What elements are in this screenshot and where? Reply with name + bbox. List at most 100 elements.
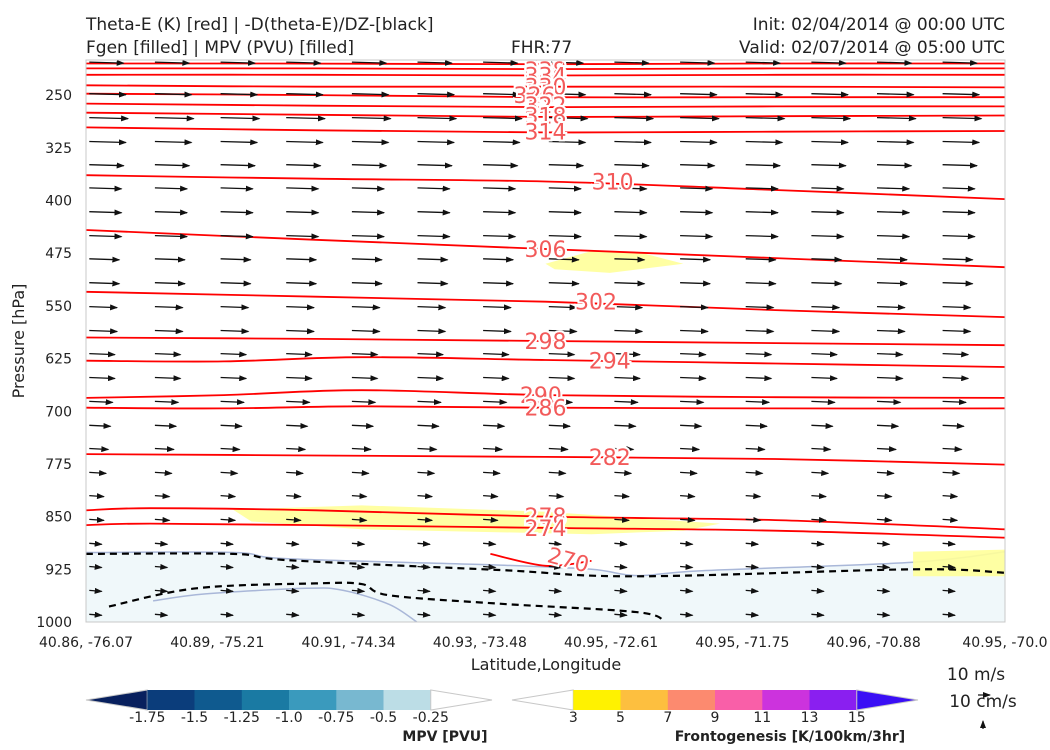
- fgen-colorbar-tick-label: 11: [753, 710, 771, 726]
- wind-vector: [745, 280, 777, 287]
- wind-vector: [154, 493, 171, 500]
- wind-vector: [811, 280, 843, 287]
- wind-vector: [89, 328, 119, 335]
- wind-vector: [417, 233, 451, 240]
- wind-vector: [614, 351, 641, 358]
- wind-vector: [942, 304, 972, 311]
- x-tick-label: 40.91, -74.34: [302, 635, 396, 651]
- y-tick-label: 925: [45, 562, 72, 578]
- wind-vector: [483, 493, 499, 500]
- wind-vector: [745, 256, 777, 263]
- y-tick-label: 400: [45, 194, 72, 210]
- wind-vector: [745, 422, 768, 429]
- wind-vector: [942, 139, 981, 146]
- wind-vector: [351, 304, 381, 311]
- y-tick-label: 325: [45, 141, 72, 157]
- wind-vector: [286, 328, 315, 335]
- mpv-colorbar-tick-label: -1.25: [224, 710, 260, 726]
- wind-vector: [811, 493, 827, 500]
- wind-vector: [154, 328, 184, 335]
- wind-vector: [811, 304, 841, 311]
- wind-vector: [220, 209, 254, 216]
- wind-vector: [417, 375, 445, 382]
- wind-vector: [89, 351, 116, 358]
- wind-vector: [876, 493, 893, 500]
- wind-vector: [154, 399, 180, 406]
- mpv-colorbar-swatch: [430, 689, 493, 711]
- wind-vector: [680, 611, 694, 618]
- fgen-region: [913, 549, 1005, 577]
- wind-vector: [286, 256, 318, 263]
- wind-vector: [680, 304, 709, 311]
- wind-vector: [286, 375, 313, 382]
- wind-vector: [614, 611, 628, 618]
- wind-vector: [548, 516, 565, 523]
- wind-vector: [811, 587, 825, 594]
- wind-vector: [89, 422, 112, 429]
- wind-vector: [286, 493, 302, 500]
- wind-vector: [876, 328, 906, 335]
- wind-vector: [680, 399, 705, 406]
- wind-vector: [89, 233, 123, 240]
- theta-e-contour-322: [86, 102, 1005, 109]
- wind-vector: [286, 233, 320, 240]
- theta-e-label-290: 290: [520, 384, 562, 409]
- wind-vector: [286, 209, 320, 216]
- theta-e-label-306: 306: [525, 238, 567, 263]
- wind-vector: [942, 469, 961, 476]
- wind-vector: [286, 540, 300, 547]
- wind-vector: [483, 280, 515, 287]
- wind-vector: [286, 563, 300, 570]
- wind-vector: [220, 375, 248, 382]
- fgen-colorbar-swatch: [573, 690, 622, 710]
- wind-vector: [876, 587, 891, 594]
- wind-vector: [220, 304, 250, 311]
- wind-vector: [154, 587, 169, 594]
- wind-vector: [614, 256, 646, 263]
- wind-vector: [811, 611, 825, 618]
- wind-vector: [614, 422, 637, 429]
- title-left-line2: Fgen [filled] | MPV (PVU) [filled]: [86, 38, 355, 58]
- wind-reference-key: 10 m/s 10 cm/s: [947, 665, 1017, 729]
- theta-e-contour-274: [86, 522, 1005, 539]
- wind-vector: [417, 563, 431, 570]
- wind-vector: [548, 185, 582, 192]
- wind-vector: [154, 611, 169, 618]
- mpv-colorbar-swatch: [194, 690, 243, 710]
- colorbars: MPV [PVU] Frontogenesis [K/100km/3hr] -1…: [85, 689, 919, 745]
- wind-vector: [220, 587, 234, 594]
- wind-vector: [942, 493, 959, 500]
- wind-vector: [220, 563, 234, 570]
- title-left-line1: Theta-E (K) [red] | -D(theta-E)/DZ-[blac…: [86, 15, 434, 35]
- wind-vector: [876, 446, 897, 453]
- wind-vector: [680, 256, 712, 263]
- wind-vector: [548, 115, 589, 122]
- wind-vector: [942, 540, 956, 547]
- wind-vector: [745, 375, 773, 382]
- wind-vector: [351, 563, 366, 570]
- wind-vector: [220, 139, 259, 146]
- y-tick-label: 475: [45, 246, 72, 262]
- wind-vector: [614, 185, 648, 192]
- wind-vector: [548, 209, 582, 216]
- wind-vector: [614, 328, 644, 335]
- wind-vector: [942, 446, 963, 453]
- wind-vector: [942, 375, 970, 382]
- wind-vector: [220, 611, 234, 618]
- wind-vector: [286, 399, 311, 406]
- wind-vector: [286, 587, 300, 594]
- wind-vector: [220, 91, 259, 98]
- wind-vector: [614, 115, 655, 122]
- theta-e-label-342: 342: [525, 54, 567, 79]
- wind-vector: [483, 233, 517, 240]
- wind-vector: [942, 280, 974, 287]
- mpv-colorbar-swatch: [241, 690, 290, 710]
- mpv-colorbar-title: MPV [PVU]: [402, 729, 487, 745]
- wind-vector: [351, 493, 368, 500]
- theta-e-label-318: 318: [525, 105, 567, 130]
- init-time: Init: 02/04/2014 @ 00:00 UTC: [752, 15, 1005, 35]
- theta-e-label-294: 294: [589, 350, 631, 375]
- theta-e-label-322: 322: [525, 94, 567, 119]
- wind-vector: [942, 516, 959, 523]
- wind-vector: [89, 162, 125, 169]
